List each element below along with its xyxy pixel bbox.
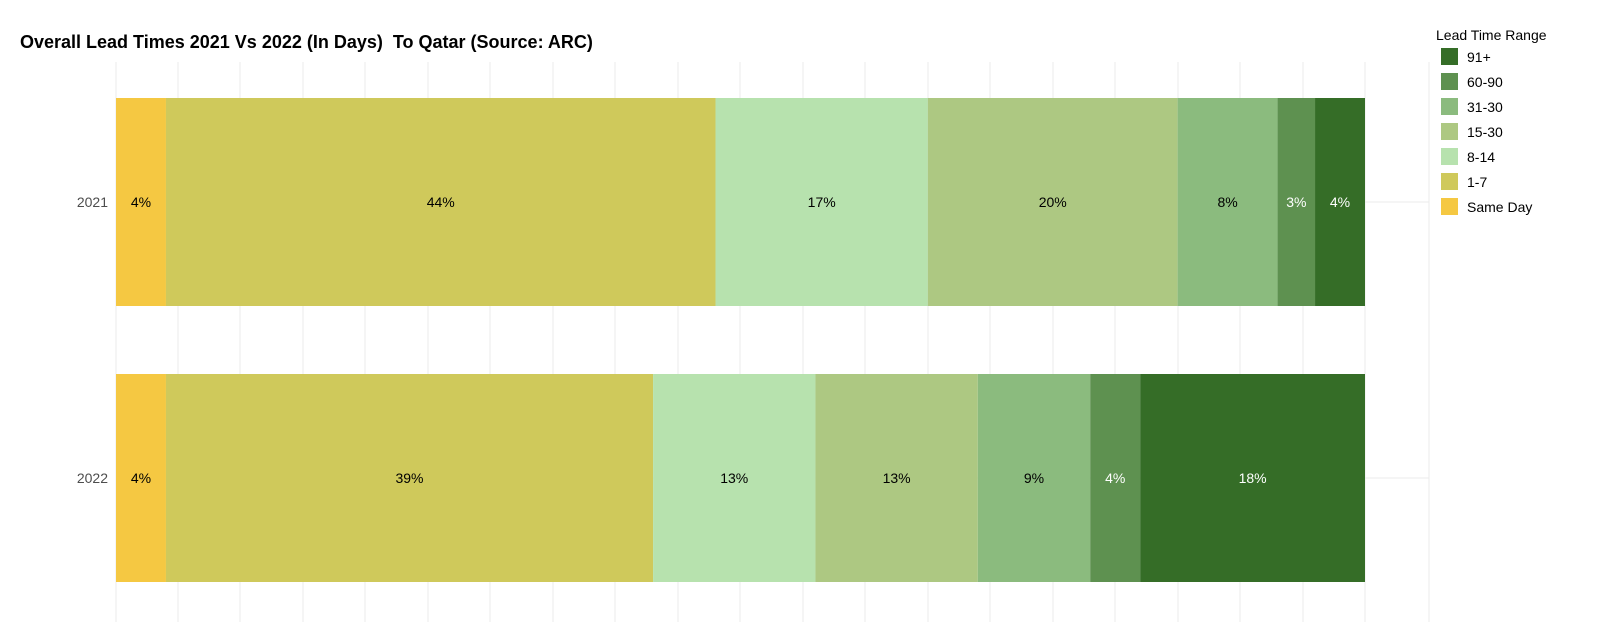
bar-value-label: 18% xyxy=(1239,470,1267,486)
legend-swatch xyxy=(1441,48,1458,65)
legend-swatch xyxy=(1441,98,1458,115)
legend-entry-label: 91+ xyxy=(1467,49,1491,65)
y-axis-tick-labels: 2021 2022 xyxy=(77,194,108,486)
legend: Lead Time Range 91+ 60-90 31-30 15-30 8-14 1-… xyxy=(1436,27,1547,215)
bar-value-label: 13% xyxy=(720,470,748,486)
bar-segment-2022-60-90 xyxy=(1090,374,1141,582)
legend-swatch xyxy=(1441,123,1458,140)
legend-swatch xyxy=(1441,173,1458,190)
bar-segment-2022-same-day xyxy=(116,374,166,582)
bar-value-label: 4% xyxy=(131,194,151,210)
bar-segment-2022-91- xyxy=(1140,374,1365,582)
bar-value-label: 17% xyxy=(808,194,836,210)
bar-value-label: 13% xyxy=(883,470,911,486)
y-axis-tick-label: 2021 xyxy=(77,194,108,210)
bar-segment-2021-same-day xyxy=(116,98,166,306)
legend-entry-label: 8-14 xyxy=(1467,149,1495,165)
bar-value-label: 3% xyxy=(1286,194,1306,210)
bar-segment-2021-8-14 xyxy=(715,98,928,306)
bar-value-label: 39% xyxy=(395,470,423,486)
bar-segment-2021-15-30 xyxy=(927,98,1178,306)
legend-swatch xyxy=(1441,148,1458,165)
bar-segment-2022-8-14 xyxy=(653,374,816,582)
bar-segment-2022-1-7 xyxy=(165,374,654,582)
legend-swatch xyxy=(1441,198,1458,215)
y-axis-tick-label: 2022 xyxy=(77,470,108,486)
bar-segment-2021-31-30 xyxy=(1177,98,1278,306)
legend-title: Lead Time Range xyxy=(1436,27,1547,43)
legend-entry-label: 1-7 xyxy=(1467,174,1487,190)
bar-value-label: 4% xyxy=(1330,194,1350,210)
bars: 4% 44% 17% 20% 8% 3% 4% 4% 39% 13% 13% 9% 4% 18% xyxy=(116,98,1365,582)
bar-segment-2021-1-7 xyxy=(165,98,716,306)
bar-value-label: 8% xyxy=(1217,194,1237,210)
bar-value-label: 4% xyxy=(131,470,151,486)
bar-value-label: 44% xyxy=(427,194,455,210)
bar-segment-2022-15-30 xyxy=(815,374,978,582)
bar-segment-2021-60-90 xyxy=(1277,98,1316,306)
bar-value-label: 9% xyxy=(1024,470,1044,486)
legend-entry-label: 60-90 xyxy=(1467,74,1503,90)
legend-swatch xyxy=(1441,73,1458,90)
bar-segment-2021-91- xyxy=(1315,98,1365,306)
legend-entry-label: Same Day xyxy=(1467,199,1532,215)
bar-value-label: 4% xyxy=(1105,470,1125,486)
legend-entry-label: 31-30 xyxy=(1467,99,1503,115)
bar-value-label: 20% xyxy=(1039,194,1067,210)
legend-entry-label: 15-30 xyxy=(1467,124,1503,140)
bar-segment-2022-31-30 xyxy=(977,374,1091,582)
chart-title: Overall Lead Times 2021 Vs 2022 (In Days… xyxy=(20,32,593,52)
